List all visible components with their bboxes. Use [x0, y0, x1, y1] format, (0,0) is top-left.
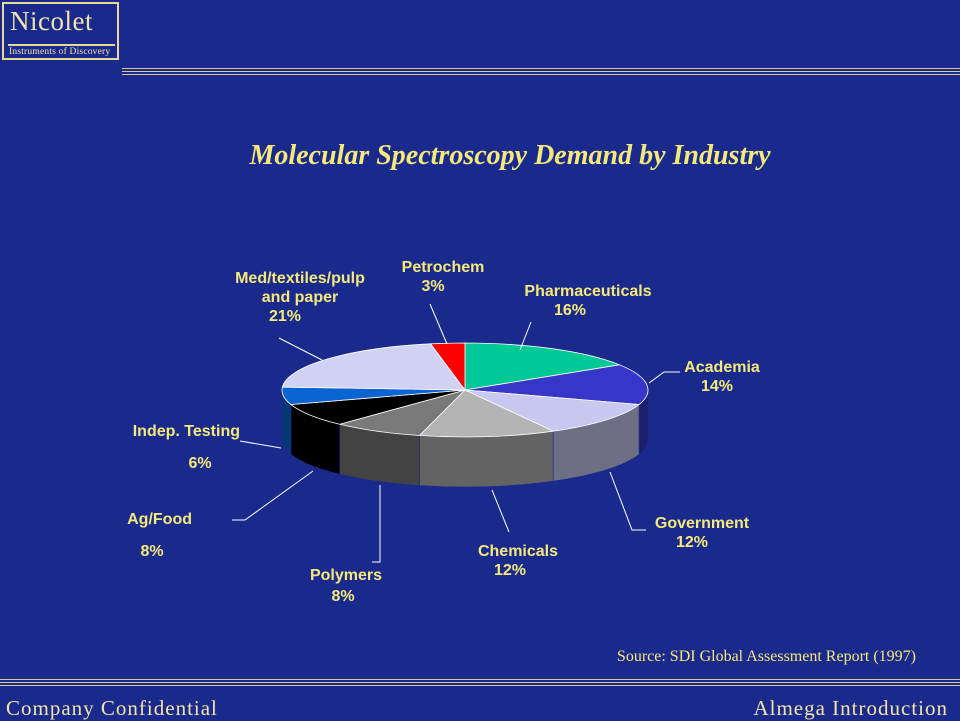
slice-label-chemicals: Chemicals: [478, 543, 558, 560]
chart-title: Molecular Spectroscopy Demand by Industr…: [249, 140, 771, 171]
pie-slice-polymers: [339, 389, 467, 436]
leader-line-indep-testing: [239, 440, 282, 449]
leader-line-petrochem: [429, 303, 448, 345]
slice-value-polymers: 8%: [331, 588, 354, 605]
footer-rule-2: [0, 682, 960, 683]
slice-label-polymers: Polymers: [310, 567, 382, 584]
pie-slice-ag-food: [289, 389, 466, 425]
leader-line-chemicals: [491, 489, 510, 533]
slice-label-academia: Academia: [684, 359, 760, 376]
logo-underline: [8, 44, 115, 46]
header-rule-3: [122, 74, 960, 75]
slice-value-indep-testing: 6%: [188, 455, 211, 472]
pie-slice-government: [464, 389, 641, 432]
pie-slice-petrochem: [429, 342, 466, 392]
slice-label-petrochem: Petrochem: [402, 259, 485, 276]
leader-line-med-textiles-pulp: [278, 337, 323, 361]
pie-slice-pharmaceuticals: [464, 342, 621, 391]
slice-label-med-textiles-pulp: Med/textiles/pulp: [235, 270, 365, 287]
slice-value-petrochem: 3%: [421, 278, 444, 295]
pie-slice-med-textiles-pulp: [281, 343, 466, 391]
pie-side-walls: [281, 389, 649, 488]
leader-line-pharmaceuticals: [519, 321, 532, 351]
logo-name: Nicolet: [10, 6, 93, 36]
slice-value-academia: 14%: [701, 378, 733, 395]
slice-label-indep-testing: Indep. Testing: [133, 423, 240, 440]
pie-slice-academia: [464, 364, 649, 405]
pie-top-faces: [281, 342, 649, 438]
header-rule-2: [122, 71, 960, 72]
leader-line-ag-food: [232, 470, 314, 521]
slice-label-pharmaceuticals: Pharmaceuticals: [524, 283, 651, 300]
slice-label-government: Government: [655, 515, 750, 532]
footer-confidential: Company Confidential: [6, 696, 218, 720]
slice-value-pharmaceuticals: 16%: [554, 302, 586, 319]
slice-label-ag-food: Ag/Food: [127, 511, 192, 528]
slice-value-chemicals: 12%: [494, 562, 526, 579]
slice-value-government: 12%: [676, 534, 708, 551]
leader-line-polymers: [372, 485, 381, 563]
footer-rule-3: [0, 685, 960, 686]
footer-rule-1: [0, 679, 960, 680]
slice-value-med-textiles-pulp: 21%: [269, 308, 301, 325]
pie-side-chemicals: [419, 430, 554, 488]
leader-line-academia: [648, 371, 680, 384]
footer-presentation-title: Almega Introduction: [753, 696, 948, 720]
slice-value-ag-food: 8%: [140, 543, 163, 560]
pie-slice-chemicals: [418, 389, 555, 438]
company-logo: Nicolet Instruments of Discovery: [2, 2, 119, 60]
source-note: Source: SDI Global Assessment Report (19…: [616, 648, 916, 665]
pie-labels: Pharmaceuticals 16% Academia 14% Government 1…: [127, 259, 760, 605]
leader-line-government: [609, 471, 646, 531]
slice-label-med-textiles-pulp: and paper: [262, 289, 338, 306]
header-rule-1: [122, 68, 960, 69]
logo-tagline: Instruments of Discovery: [9, 47, 111, 57]
